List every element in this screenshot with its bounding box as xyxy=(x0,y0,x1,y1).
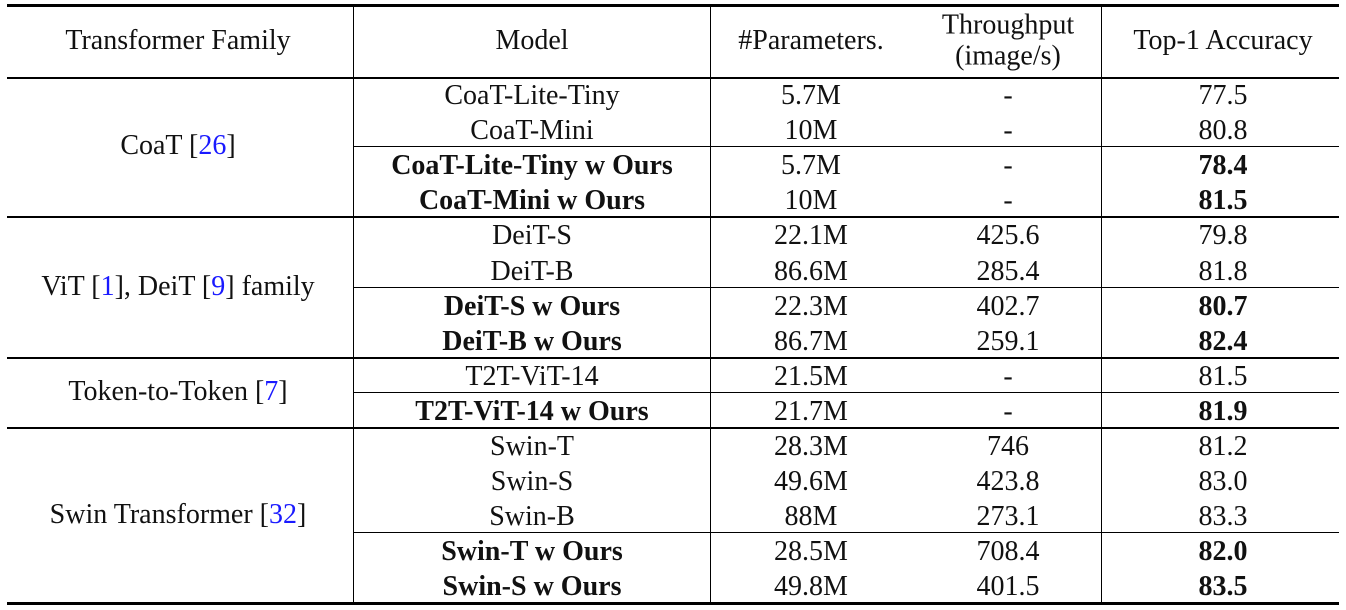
model-name-cell: Swin-S xyxy=(490,466,574,498)
model-name-cell: Swin-T xyxy=(490,431,574,462)
top-rule xyxy=(7,4,1339,7)
header-throughput-line2: (image/s) xyxy=(955,41,1061,72)
parameters-cell: 28.3M xyxy=(774,431,848,462)
group-label-text: ViT [ xyxy=(41,271,101,302)
group-label-text: ] family xyxy=(225,271,315,302)
parameters-cell: 5.7M xyxy=(781,80,841,111)
parameters-cell: 28.5M xyxy=(774,536,848,568)
accuracy-cell: 83.5 xyxy=(1198,571,1248,603)
parameters-cell: 49.6M xyxy=(774,466,848,498)
accuracy-cell: 80.7 xyxy=(1198,290,1248,322)
accuracy-cell: 80.8 xyxy=(1198,115,1248,147)
accuracy-cell: 79.8 xyxy=(1198,220,1248,252)
throughput-cell: 273.1 xyxy=(976,501,1040,533)
group-label-vit-deit: ViT [1], DeiT [9] family xyxy=(41,273,314,301)
header-params: #Parameters. xyxy=(738,25,884,56)
model-name-cell: T2T-ViT-14 xyxy=(465,360,599,392)
ours-rule-deit xyxy=(353,287,1339,288)
parameters-cell: 10M xyxy=(784,115,838,147)
throughput-cell: - xyxy=(1003,185,1013,217)
parameters-cell: 5.7M xyxy=(781,150,841,182)
parameters-cell: 22.1M xyxy=(774,220,848,252)
parameters-cell: 49.8M xyxy=(774,571,848,603)
model-name-cell: CoaT-Lite-Tiny xyxy=(444,80,620,111)
header-model: Model xyxy=(495,25,569,56)
throughput-cell: - xyxy=(1003,150,1013,182)
throughput-cell: - xyxy=(1003,115,1013,147)
throughput-cell: 708.4 xyxy=(976,536,1040,568)
ours-rule-t2t xyxy=(353,392,1339,393)
throughput-cell: - xyxy=(1003,360,1013,392)
column-divider-1 xyxy=(353,7,354,602)
model-name-cell: DeiT-S xyxy=(492,220,572,252)
throughput-cell: - xyxy=(1003,395,1013,427)
group-label-text: ] xyxy=(226,130,236,161)
parameters-cell: 22.3M xyxy=(774,290,848,322)
citation-link[interactable]: 26 xyxy=(198,130,227,161)
accuracy-cell: 82.4 xyxy=(1198,325,1248,357)
group-label-text: CoaT [ xyxy=(120,130,199,161)
bottom-rule xyxy=(7,602,1339,605)
group-label-text: Token-to-Token [ xyxy=(68,376,265,407)
group-label-swin: Swin Transformer [32] xyxy=(50,501,307,529)
group-label-text: ], DeiT [ xyxy=(114,271,212,302)
accuracy-cell: 78.4 xyxy=(1198,150,1248,182)
throughput-cell: - xyxy=(1003,80,1013,111)
throughput-cell: 746 xyxy=(987,431,1029,462)
group-label-coat: CoaT [26] xyxy=(120,132,235,160)
model-name-cell: CoaT-Lite-Tiny w Ours xyxy=(391,150,673,182)
ours-rule-coat xyxy=(353,146,1339,147)
accuracy-cell: 83.0 xyxy=(1198,466,1248,498)
group-label-text: Swin Transformer [ xyxy=(49,499,270,530)
throughput-cell: 259.1 xyxy=(976,325,1040,357)
parameters-cell: 21.7M xyxy=(774,395,848,427)
throughput-cell: 401.5 xyxy=(976,571,1040,603)
accuracy-cell: 82.0 xyxy=(1198,536,1248,568)
parameters-cell: 10M xyxy=(784,185,838,217)
accuracy-cell: 81.5 xyxy=(1198,360,1248,392)
citation-link[interactable]: 32 xyxy=(269,499,298,530)
column-divider-3 xyxy=(1101,7,1102,602)
group-rule-2 xyxy=(7,357,1339,359)
group-label-text: ] xyxy=(278,376,288,407)
accuracy-cell: 81.8 xyxy=(1198,255,1248,287)
header-accuracy: Top-1 Accuracy xyxy=(1133,25,1313,56)
accuracy-cell: 83.3 xyxy=(1198,501,1248,533)
accuracy-cell: 81.9 xyxy=(1198,395,1248,427)
header-rule xyxy=(7,77,1339,79)
group-label-t2t: Token-to-Token [7] xyxy=(68,378,287,406)
accuracy-cell: 81.2 xyxy=(1198,431,1248,462)
header-family: Transformer Family xyxy=(65,25,291,56)
throughput-cell: 285.4 xyxy=(976,255,1040,287)
column-divider-2 xyxy=(710,7,711,602)
group-rule-1 xyxy=(7,216,1339,218)
model-name-cell: Swin-S w Ours xyxy=(442,571,622,603)
accuracy-cell: 77.5 xyxy=(1198,80,1248,111)
accuracy-cell: 81.5 xyxy=(1198,185,1248,217)
group-rule-3 xyxy=(7,427,1339,429)
group-label-text: ] xyxy=(297,499,307,530)
parameters-cell: 88M xyxy=(784,501,838,533)
model-name-cell: CoaT-Mini w Ours xyxy=(418,185,646,217)
ours-rule-swin xyxy=(353,532,1339,533)
model-name-cell: Swin-B xyxy=(489,501,575,533)
model-name-cell: DeiT-B xyxy=(490,255,574,287)
parameters-cell: 86.7M xyxy=(774,325,848,357)
model-name-cell: CoaT-Mini xyxy=(470,115,594,147)
throughput-cell: 425.6 xyxy=(976,220,1040,252)
citation-link[interactable]: 7 xyxy=(264,376,279,407)
parameters-cell: 86.6M xyxy=(774,255,848,287)
header-throughput: Throughput (image/s) xyxy=(942,10,1074,73)
model-name-cell: T2T-ViT-14 w Ours xyxy=(415,395,649,427)
model-name-cell: DeiT-B w Ours xyxy=(442,325,622,357)
throughput-cell: 423.8 xyxy=(976,466,1040,498)
citation-link[interactable]: 1 xyxy=(100,271,115,302)
throughput-cell: 402.7 xyxy=(976,290,1040,322)
model-name-cell: DeiT-S w Ours xyxy=(443,290,621,322)
header-throughput-line1: Throughput xyxy=(941,9,1075,41)
parameters-cell: 21.5M xyxy=(774,360,848,392)
model-name-cell: Swin-T w Ours xyxy=(441,536,623,568)
citation-link[interactable]: 9 xyxy=(211,271,226,302)
